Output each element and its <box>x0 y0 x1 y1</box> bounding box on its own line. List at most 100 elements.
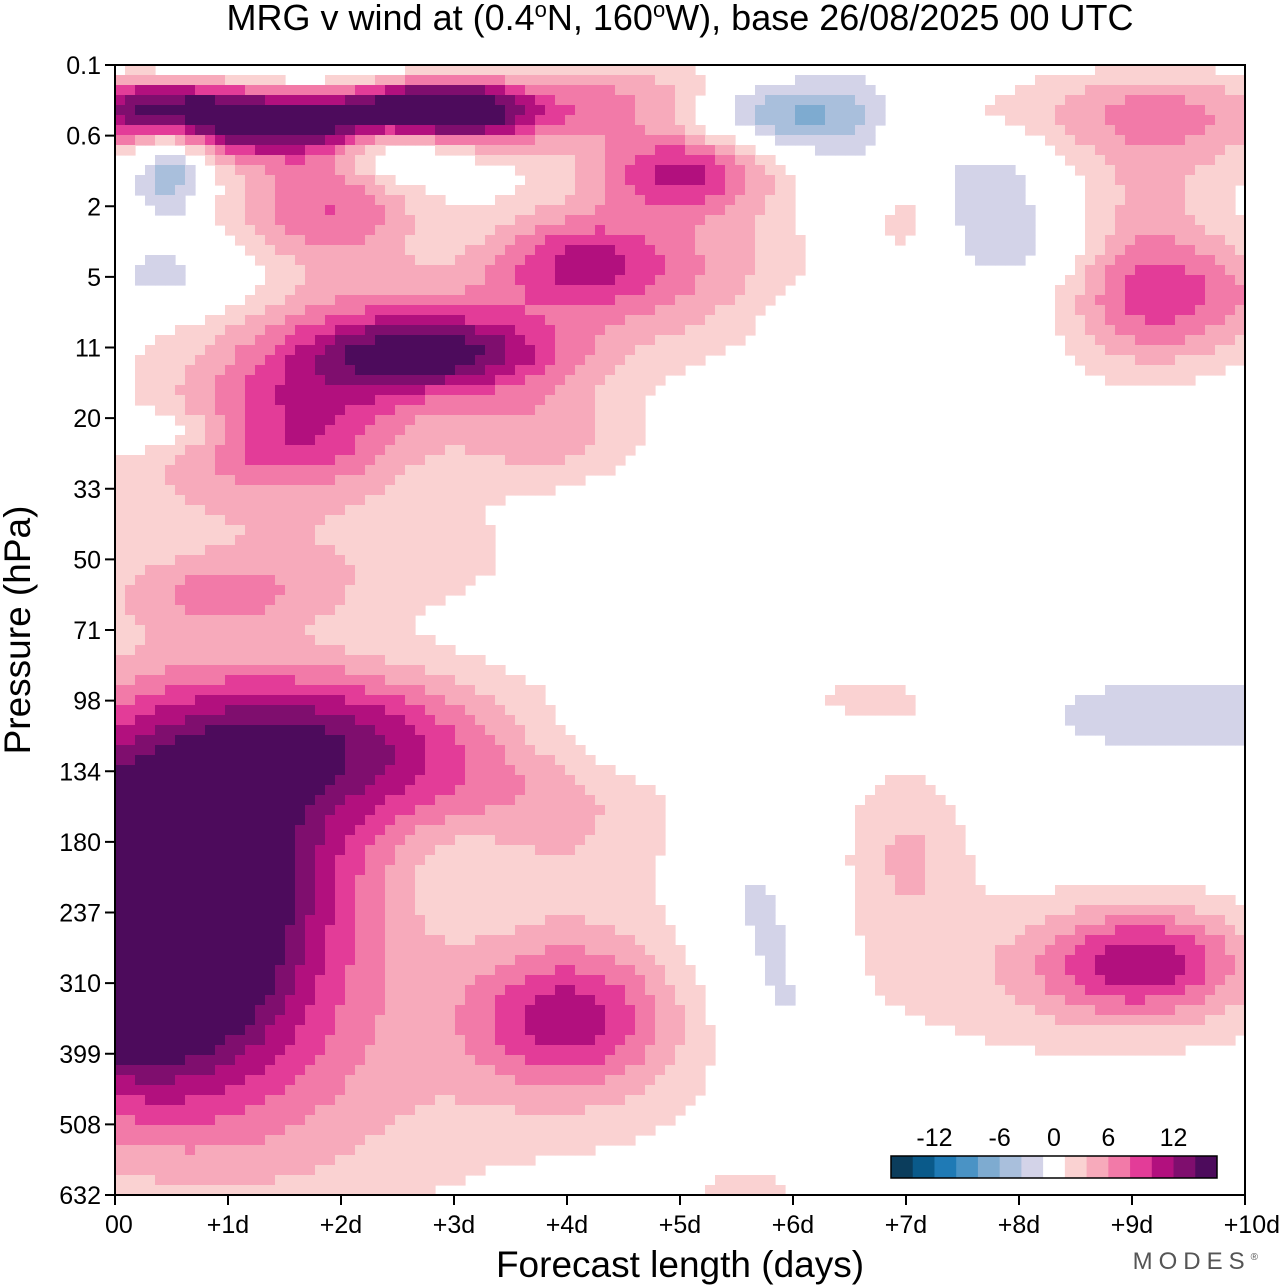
heat-cell <box>745 215 756 226</box>
heat-cell <box>145 545 156 556</box>
heat-cell <box>395 615 406 626</box>
heat-cell <box>605 295 616 306</box>
heat-cell <box>835 685 846 696</box>
heat-cell <box>325 105 336 116</box>
heat-cell <box>1115 325 1126 336</box>
heat-cell <box>395 545 406 556</box>
heat-cell <box>525 785 536 796</box>
heat-cell <box>305 445 316 456</box>
heat-cell <box>235 525 246 536</box>
heat-cell <box>225 615 236 626</box>
heat-cell <box>405 705 416 716</box>
heat-cell <box>1115 205 1126 216</box>
heat-cell <box>1165 695 1176 706</box>
heat-cell <box>135 455 146 466</box>
heat-cell <box>205 425 216 436</box>
heat-cell <box>855 875 866 886</box>
heat-cell <box>395 195 406 206</box>
heat-cell <box>575 355 586 366</box>
heat-cell <box>585 315 596 326</box>
heat-cell <box>415 675 426 686</box>
heat-cell <box>115 835 126 846</box>
heat-cell <box>1015 215 1026 226</box>
heat-cell <box>265 635 276 646</box>
heat-cell <box>345 215 356 226</box>
heat-cell <box>365 765 376 776</box>
heat-cell <box>1065 715 1076 726</box>
heat-cell <box>1175 215 1186 226</box>
heat-cell <box>1165 705 1176 716</box>
heat-cell <box>555 845 566 856</box>
heat-cell <box>235 335 246 346</box>
heat-cell <box>145 845 156 856</box>
heat-cell <box>345 575 356 586</box>
heat-cell <box>135 65 146 76</box>
heat-cell <box>635 435 646 446</box>
heat-cell <box>625 345 636 356</box>
heat-cell <box>205 705 216 716</box>
heat-cell <box>875 855 886 866</box>
heat-cell <box>255 775 266 786</box>
heat-cell <box>595 275 606 286</box>
heat-cell <box>245 735 256 746</box>
heat-cell <box>445 425 456 436</box>
heat-cell <box>855 845 866 856</box>
heat-cell <box>245 865 256 876</box>
heat-cell <box>345 845 356 856</box>
heat-cell <box>605 255 616 266</box>
heat-cell <box>1165 355 1176 366</box>
heat-cell <box>735 195 746 206</box>
heat-cell <box>475 225 486 236</box>
heat-cell <box>695 255 706 266</box>
heat-cell <box>765 205 776 216</box>
heat-cell <box>155 545 166 556</box>
heat-cell <box>165 615 176 626</box>
heat-cell <box>845 75 856 86</box>
heat-cell <box>1205 235 1216 246</box>
heat-cell <box>605 855 616 866</box>
heat-cell <box>1145 225 1156 236</box>
heat-cell <box>405 425 416 436</box>
heat-cell <box>415 855 426 866</box>
heat-cell <box>1195 195 1206 206</box>
heat-cell <box>505 435 516 446</box>
heat-cell <box>235 785 246 796</box>
heat-cell <box>545 725 556 736</box>
heat-cell <box>275 785 286 796</box>
heat-cell <box>265 665 276 676</box>
heat-cell <box>365 655 376 666</box>
heat-cell <box>1235 215 1245 226</box>
heat-cell <box>395 585 406 596</box>
heat-cell <box>1215 315 1226 326</box>
heat-cell <box>555 295 566 306</box>
heat-cell <box>425 645 436 656</box>
heat-cell <box>495 485 506 496</box>
heat-cell <box>335 865 346 876</box>
heat-cell <box>1025 225 1036 236</box>
heat-cell <box>615 865 626 876</box>
heat-cell <box>1215 105 1226 116</box>
heat-cell <box>265 225 276 236</box>
heat-cell <box>885 825 896 836</box>
heat-cell <box>445 765 456 776</box>
heat-cell <box>415 425 426 436</box>
heat-cell <box>1085 215 1096 226</box>
heat-cell <box>1125 165 1136 176</box>
heat-cell <box>1115 135 1126 146</box>
heat-cell <box>345 345 356 356</box>
heat-cell <box>415 475 426 486</box>
heat-cell <box>295 605 306 616</box>
heat-cell <box>605 865 616 876</box>
heat-cell <box>345 585 356 596</box>
heat-cell <box>455 555 466 566</box>
heat-cell <box>225 845 236 856</box>
heat-cell <box>1105 715 1116 726</box>
heat-cell <box>545 95 556 106</box>
heat-cell <box>365 585 376 596</box>
heat-cell <box>295 745 306 756</box>
heat-cell <box>815 75 826 86</box>
heat-cell <box>325 805 336 816</box>
heat-cell <box>465 815 476 826</box>
heat-cell <box>145 555 156 566</box>
heat-cell <box>885 855 896 866</box>
